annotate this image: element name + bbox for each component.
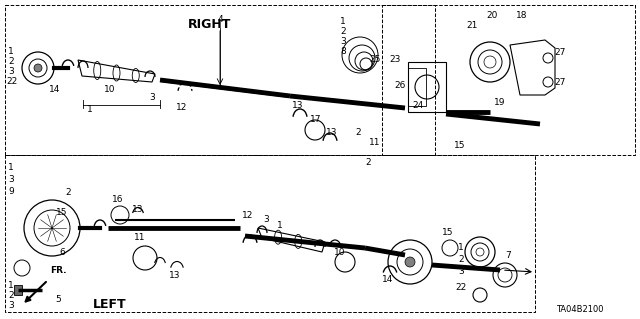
Text: 5: 5 <box>55 295 61 304</box>
Text: 13: 13 <box>132 205 144 214</box>
Text: 1: 1 <box>8 280 13 290</box>
Text: 6: 6 <box>59 248 65 257</box>
Text: 3: 3 <box>263 215 269 224</box>
Text: 22: 22 <box>6 78 17 86</box>
Text: TA04B2100: TA04B2100 <box>556 305 604 314</box>
Text: 12: 12 <box>243 211 253 220</box>
Text: 3: 3 <box>8 68 13 77</box>
Circle shape <box>34 64 42 72</box>
Text: 23: 23 <box>389 55 401 64</box>
Bar <box>408 62 446 112</box>
Text: 19: 19 <box>494 98 506 107</box>
Text: FR.: FR. <box>50 266 67 275</box>
Text: 2: 2 <box>458 256 463 264</box>
Text: 14: 14 <box>49 85 61 94</box>
Text: 24: 24 <box>412 101 424 110</box>
Text: 3: 3 <box>149 93 155 102</box>
Text: 10: 10 <box>104 85 116 94</box>
Text: 16: 16 <box>112 195 124 204</box>
Text: 25: 25 <box>369 55 381 64</box>
Text: 27: 27 <box>554 78 566 87</box>
Text: 1: 1 <box>8 164 13 173</box>
Text: 3: 3 <box>458 268 464 277</box>
Text: 1: 1 <box>87 105 93 114</box>
Text: 1: 1 <box>8 48 13 56</box>
Text: 2: 2 <box>8 57 13 66</box>
Bar <box>408 68 426 106</box>
Text: 2: 2 <box>65 188 71 197</box>
Text: 15: 15 <box>56 208 68 217</box>
Text: 3: 3 <box>340 38 346 47</box>
Text: 7: 7 <box>505 251 511 260</box>
Text: 17: 17 <box>310 115 322 124</box>
Text: 15: 15 <box>442 228 454 237</box>
Text: 21: 21 <box>467 21 477 30</box>
Text: RIGHT: RIGHT <box>188 18 232 31</box>
Text: 2: 2 <box>365 158 371 167</box>
Text: 2: 2 <box>355 128 361 137</box>
Text: 3: 3 <box>8 300 13 309</box>
Text: 2: 2 <box>340 27 346 36</box>
Text: 1: 1 <box>340 18 346 26</box>
Text: LEFT: LEFT <box>93 298 127 311</box>
Text: 11: 11 <box>369 138 381 147</box>
Circle shape <box>405 257 415 267</box>
Text: 22: 22 <box>455 284 467 293</box>
Text: 2: 2 <box>8 291 13 300</box>
Text: 12: 12 <box>176 103 188 112</box>
Text: 15: 15 <box>454 141 466 150</box>
Text: 10: 10 <box>334 248 346 257</box>
Text: 18: 18 <box>516 11 528 20</box>
Text: 9: 9 <box>8 188 13 197</box>
Text: 13: 13 <box>292 101 304 110</box>
Text: 26: 26 <box>394 81 406 90</box>
Text: 11: 11 <box>134 233 146 242</box>
Text: 4: 4 <box>217 15 223 24</box>
Text: 8: 8 <box>340 48 346 56</box>
Text: 14: 14 <box>382 275 394 284</box>
Bar <box>14 285 22 295</box>
Text: 13: 13 <box>326 128 338 137</box>
Text: 27: 27 <box>554 48 566 57</box>
Text: 13: 13 <box>169 271 180 280</box>
Text: 3: 3 <box>8 175 13 184</box>
Text: 20: 20 <box>486 11 498 20</box>
Text: 1: 1 <box>277 221 283 230</box>
Text: 1: 1 <box>458 243 464 253</box>
